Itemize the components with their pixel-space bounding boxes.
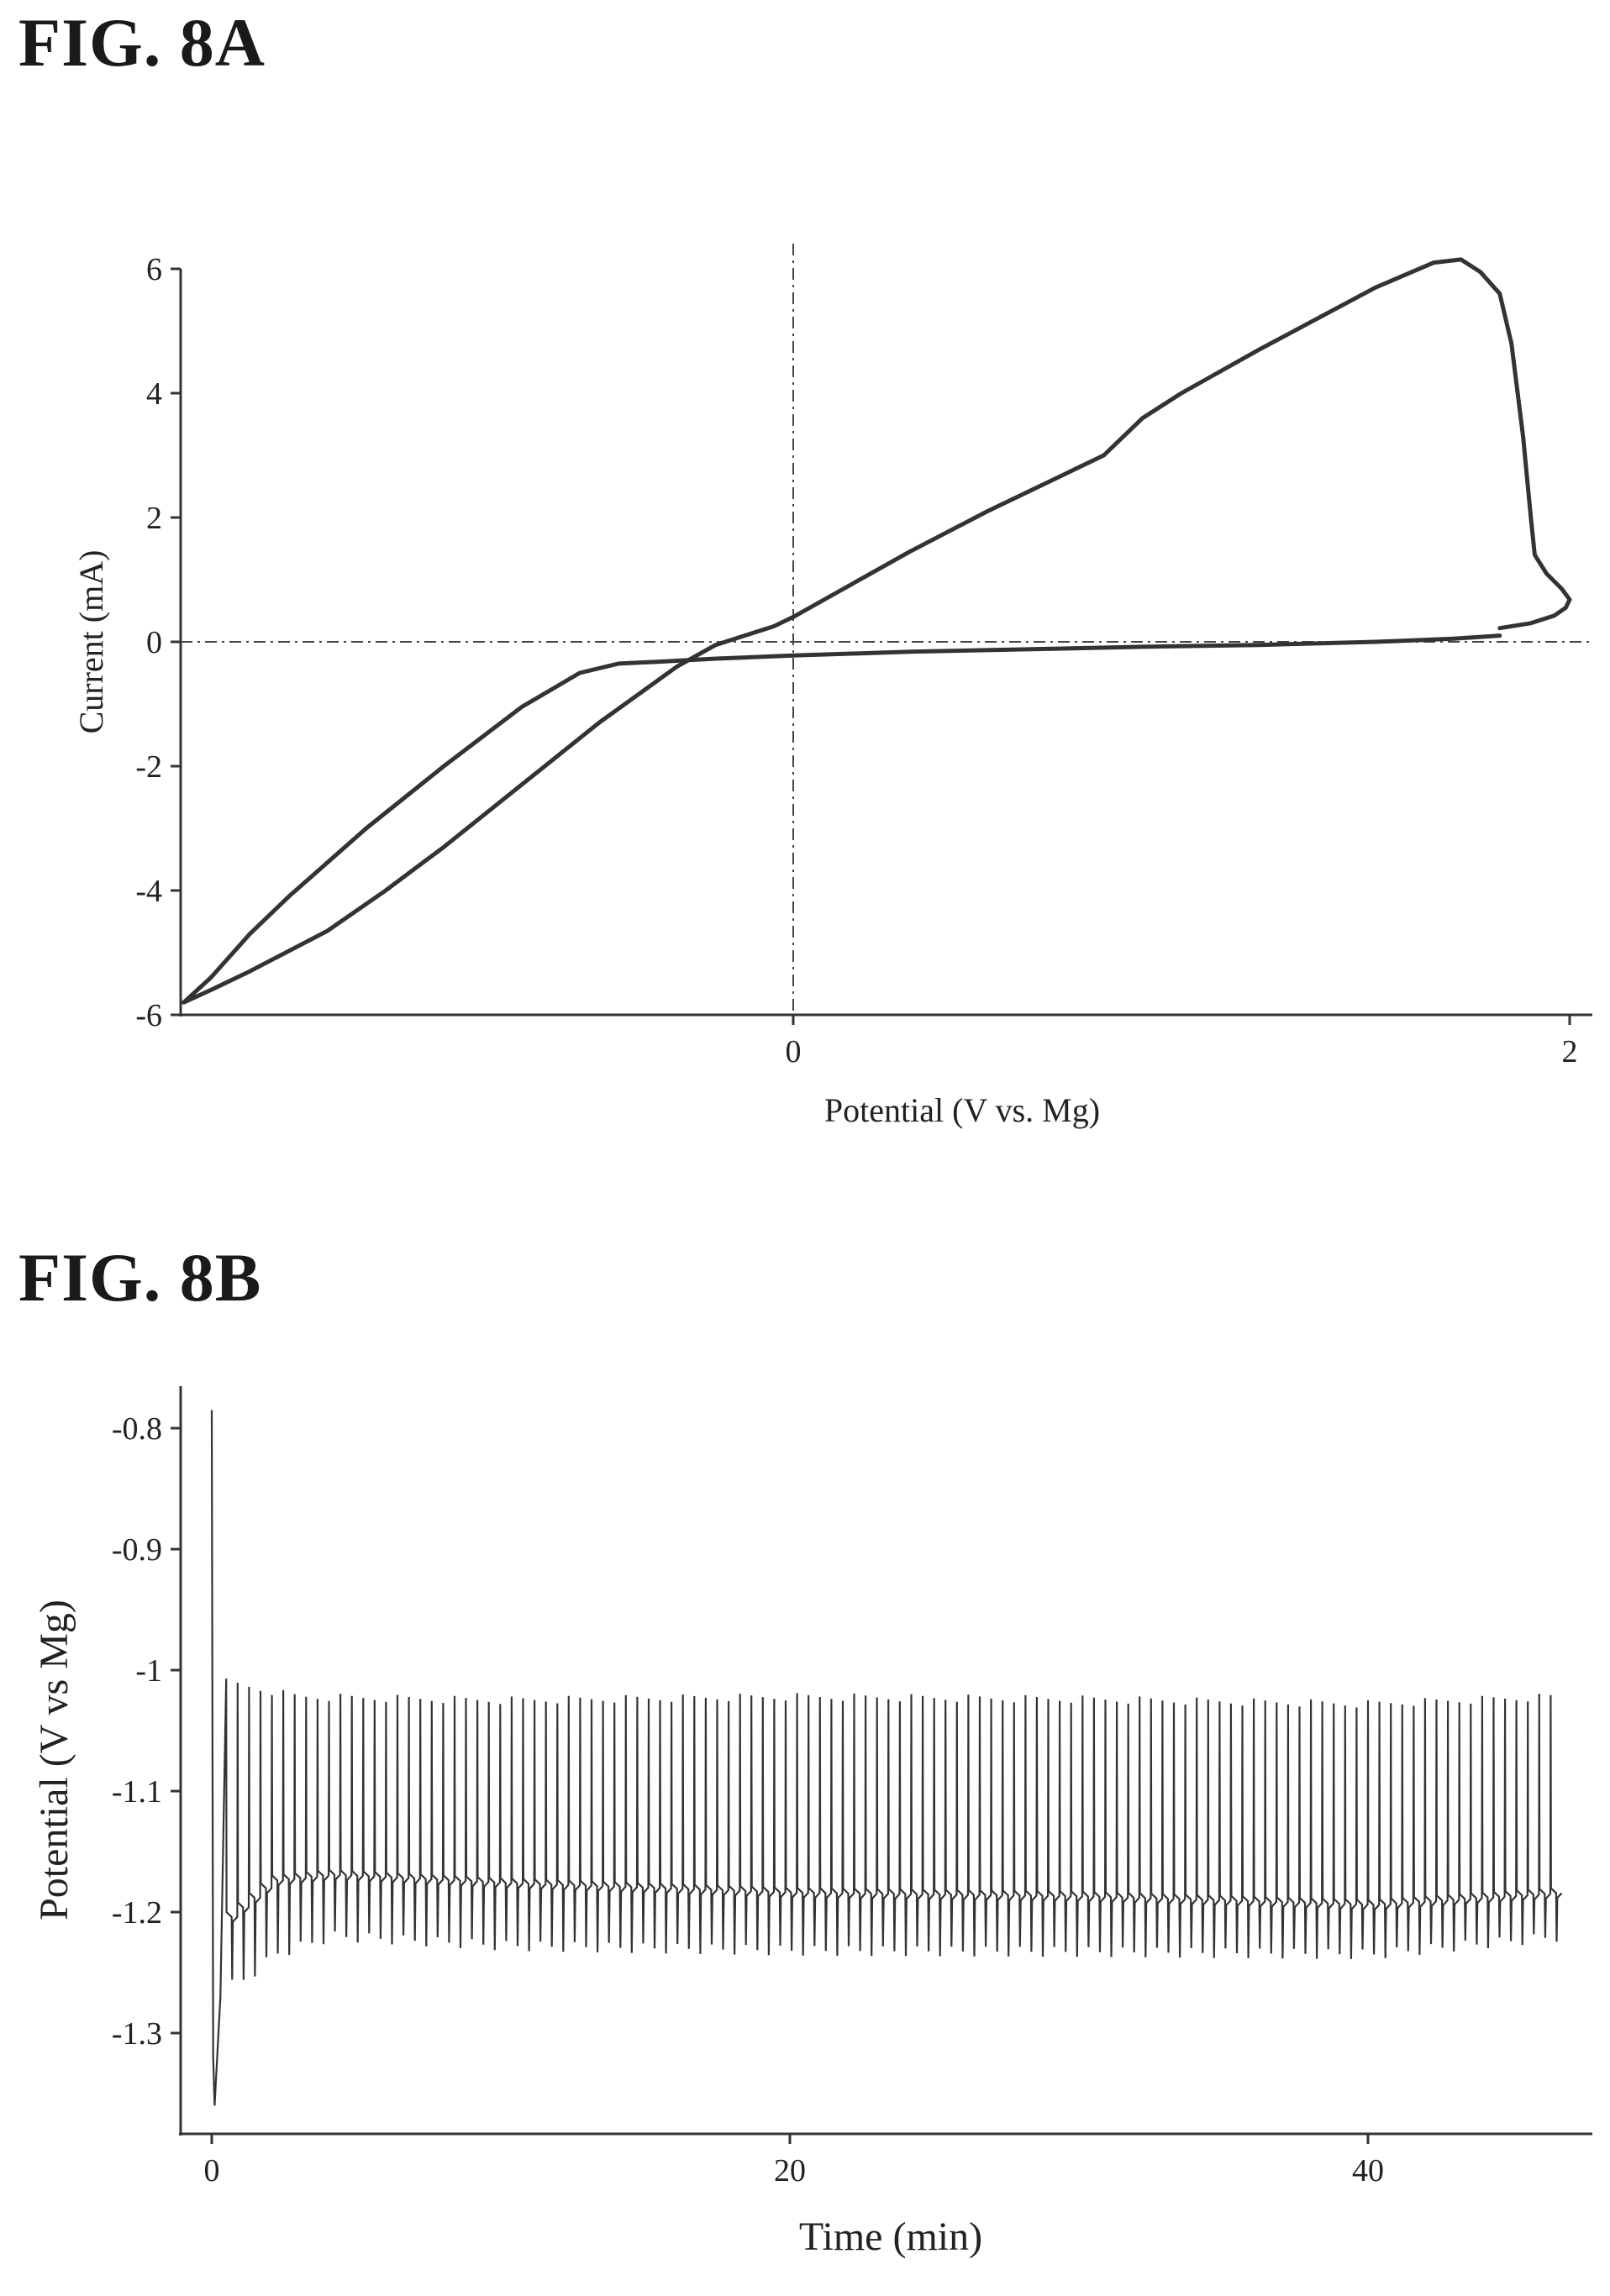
cv-curve-1 bbox=[182, 257, 1572, 1005]
cv-curve-2 bbox=[182, 633, 1502, 1005]
y-tick-label: 2 bbox=[146, 501, 162, 536]
y-tick-label: -1 bbox=[135, 1653, 162, 1689]
y-tick-label: -1.3 bbox=[112, 2016, 162, 2052]
y-tick-label: -1.2 bbox=[112, 1895, 162, 1931]
y-tick-label: -0.9 bbox=[112, 1532, 162, 1568]
x-axis-title: Potential (V vs. Mg) bbox=[824, 1091, 1100, 1129]
x-tick-label: 2 bbox=[1562, 1034, 1578, 1069]
y-tick-label: 6 bbox=[146, 252, 162, 287]
y-axis-title: Potential (V vs Mg) bbox=[32, 1600, 76, 1920]
y-tick-label: 4 bbox=[146, 376, 162, 412]
x-tick-label: 0 bbox=[204, 2153, 220, 2188]
chart-8b: -0.8 -0.9 -1 -1.1 -1.2 -1.3 0 20 40 Time (min) Pot… bbox=[32, 1386, 1592, 2259]
figure-8b-label: FIG. 8B bbox=[18, 1239, 262, 1316]
figure-8a-label: FIG. 8A bbox=[18, 4, 266, 81]
x-tick-label: 40 bbox=[1352, 2153, 1384, 2188]
x-tick-label: 0 bbox=[786, 1034, 802, 1069]
x-axis-title: Time (min) bbox=[799, 2215, 982, 2259]
y-tick-label: -2 bbox=[135, 749, 162, 785]
y-tick-label: -4 bbox=[135, 874, 162, 909]
y-axis-title: Current (mA) bbox=[72, 550, 110, 734]
x-tick-label: 20 bbox=[774, 2153, 806, 2188]
y-tick-label: -1.1 bbox=[112, 1774, 162, 1810]
chart-8a: 6 4 2 0 -2 -4 -6 0 2 Potential (V vs. Mg) Current … bbox=[72, 244, 1592, 1129]
y-tick-label: -0.8 bbox=[112, 1411, 162, 1447]
y-tick-label: 0 bbox=[146, 625, 162, 660]
y-tick-label: -6 bbox=[135, 998, 162, 1033]
potential-trace bbox=[210, 1410, 1563, 2106]
